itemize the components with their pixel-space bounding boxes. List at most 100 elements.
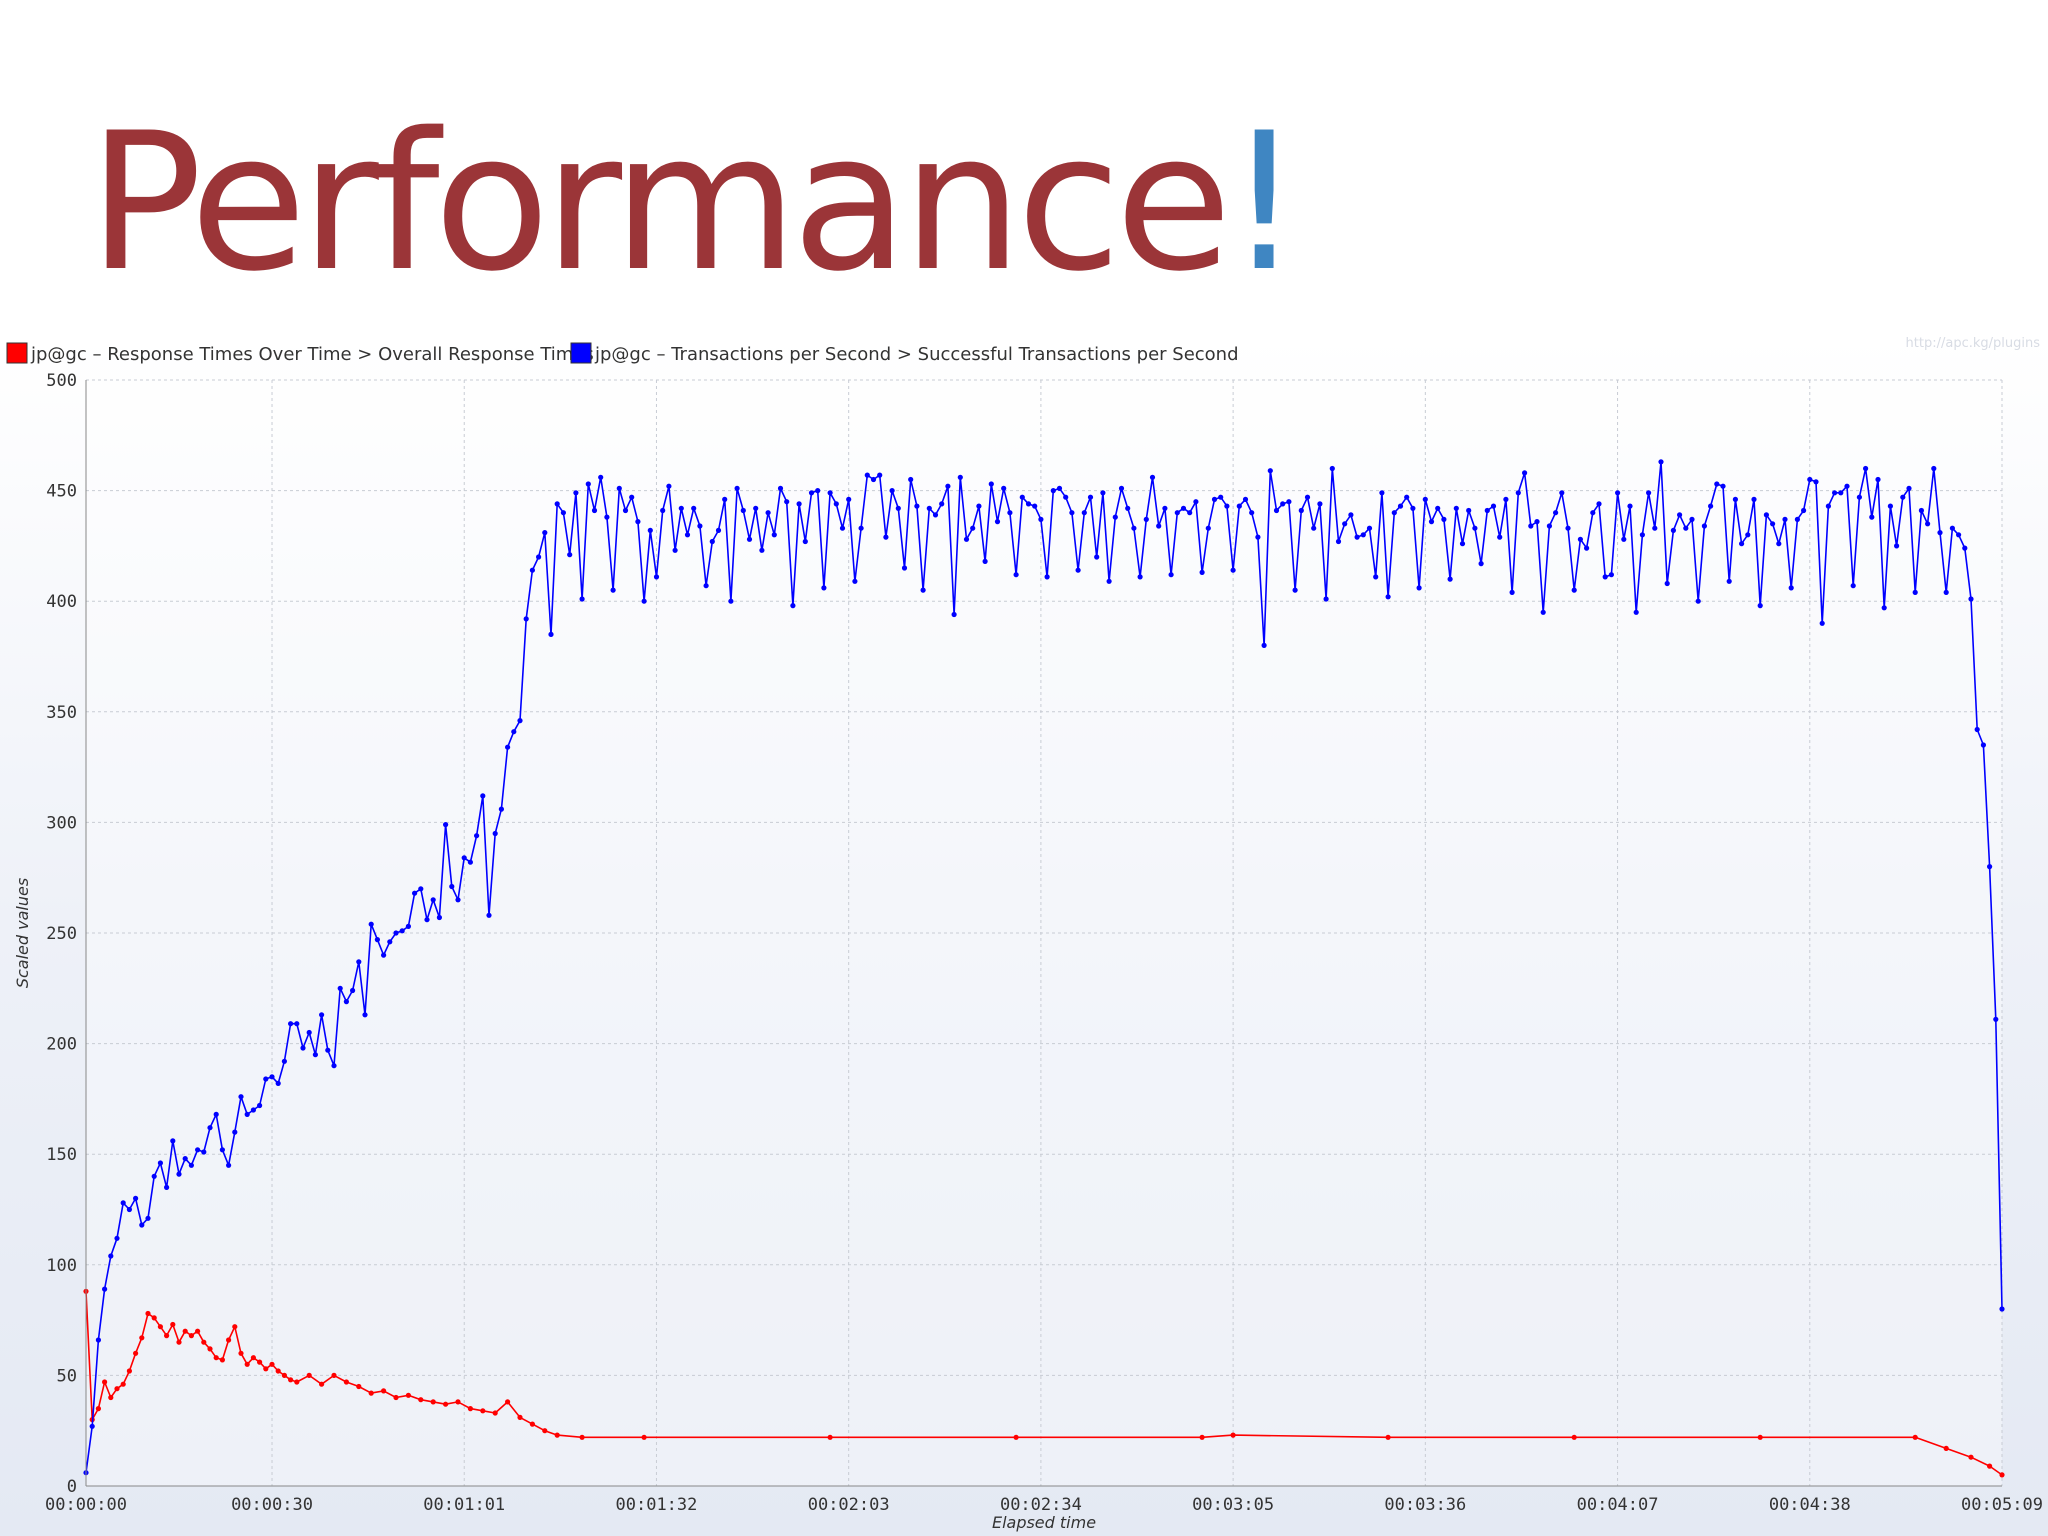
data-point xyxy=(319,1381,325,1387)
data-point xyxy=(1236,503,1242,509)
data-point xyxy=(889,488,895,494)
y-tick-label: 200 xyxy=(46,1035,77,1055)
data-point xyxy=(319,1012,325,1018)
data-point xyxy=(424,917,430,923)
data-point xyxy=(1695,598,1701,604)
data-point xyxy=(145,1310,151,1317)
data-point xyxy=(1447,576,1453,582)
data-point xyxy=(523,616,529,622)
x-tick-label: 00:05:09 xyxy=(1961,1495,2043,1515)
data-point xyxy=(753,505,759,511)
data-point xyxy=(616,485,622,491)
data-point xyxy=(691,505,697,511)
data-point xyxy=(864,472,870,478)
data-point xyxy=(1584,545,1590,551)
data-point xyxy=(232,1324,238,1330)
data-point xyxy=(1292,587,1298,593)
data-point xyxy=(412,890,418,896)
data-point xyxy=(250,1355,256,1361)
data-point xyxy=(1974,726,1980,733)
data-point xyxy=(740,507,746,514)
series-layer xyxy=(83,459,2005,1478)
data-point xyxy=(833,501,839,507)
data-point xyxy=(635,519,641,525)
data-point xyxy=(939,501,945,507)
data-point xyxy=(1993,1016,1999,1022)
data-point xyxy=(542,530,548,536)
data-point xyxy=(1943,589,1949,595)
data-point xyxy=(1652,525,1658,531)
data-point xyxy=(300,1045,306,1051)
data-point xyxy=(461,855,467,861)
data-point xyxy=(1962,545,1968,551)
data-point xyxy=(895,505,901,511)
data-point xyxy=(368,1390,374,1396)
data-point xyxy=(1757,603,1763,609)
data-point xyxy=(1422,496,1428,502)
data-point xyxy=(1553,510,1559,516)
data-point xyxy=(1118,485,1125,491)
y-tick-label: 250 xyxy=(46,924,77,944)
data-point xyxy=(145,1215,151,1221)
data-point xyxy=(1838,490,1844,496)
data-point xyxy=(1149,474,1156,480)
data-point xyxy=(846,496,852,502)
slide-title-exclamation: ! xyxy=(1226,92,1302,313)
data-point xyxy=(418,1397,424,1403)
data-point xyxy=(1007,510,1013,516)
data-point xyxy=(201,1149,207,1155)
data-point xyxy=(1906,485,1912,491)
data-point xyxy=(151,1173,157,1179)
data-point xyxy=(133,1350,139,1356)
data-point xyxy=(263,1076,269,1082)
data-point xyxy=(598,474,604,480)
y-tick-label: 450 xyxy=(46,482,77,502)
data-point xyxy=(1230,567,1236,573)
data-point xyxy=(1366,525,1373,531)
data-point xyxy=(343,1379,349,1385)
data-point xyxy=(213,1111,219,1117)
data-point xyxy=(281,1372,287,1378)
y-tick-label: 0 xyxy=(67,1477,77,1497)
data-point xyxy=(604,514,610,520)
data-point xyxy=(257,1359,263,1365)
data-point xyxy=(120,1200,126,1206)
data-point xyxy=(901,565,908,571)
data-point xyxy=(492,830,498,837)
data-point xyxy=(1410,505,1416,511)
data-point xyxy=(1708,503,1714,509)
data-point xyxy=(808,490,815,496)
data-point xyxy=(207,1346,213,1352)
y-axis-title: Scaled values xyxy=(13,878,32,988)
data-point xyxy=(1887,503,1893,509)
data-point xyxy=(697,523,703,529)
data-point xyxy=(1416,585,1422,591)
slide-title: Performance! xyxy=(88,108,1302,298)
data-point xyxy=(1397,503,1404,509)
x-tick-label: 00:03:36 xyxy=(1384,1495,1466,1515)
x-axis-title: Elapsed time xyxy=(992,1513,1096,1532)
data-point xyxy=(1428,519,1435,525)
data-point xyxy=(1329,465,1335,472)
data-point xyxy=(1075,567,1081,573)
data-point xyxy=(1317,501,1323,507)
data-point xyxy=(356,1383,362,1390)
data-point xyxy=(1298,507,1304,514)
data-point xyxy=(151,1315,157,1321)
data-point xyxy=(381,1388,387,1394)
data-point xyxy=(734,485,740,491)
data-point xyxy=(139,1222,145,1228)
data-point xyxy=(722,496,728,502)
data-point xyxy=(1032,503,1038,509)
data-point xyxy=(1856,494,1862,500)
data-point xyxy=(1441,516,1447,522)
data-point xyxy=(511,729,517,735)
data-point xyxy=(263,1366,269,1372)
data-point xyxy=(870,476,877,483)
data-point xyxy=(337,985,343,991)
data-point xyxy=(157,1324,163,1330)
data-point xyxy=(1677,512,1683,518)
data-point xyxy=(1565,525,1571,531)
data-point xyxy=(1137,574,1143,580)
data-point xyxy=(1745,532,1751,538)
